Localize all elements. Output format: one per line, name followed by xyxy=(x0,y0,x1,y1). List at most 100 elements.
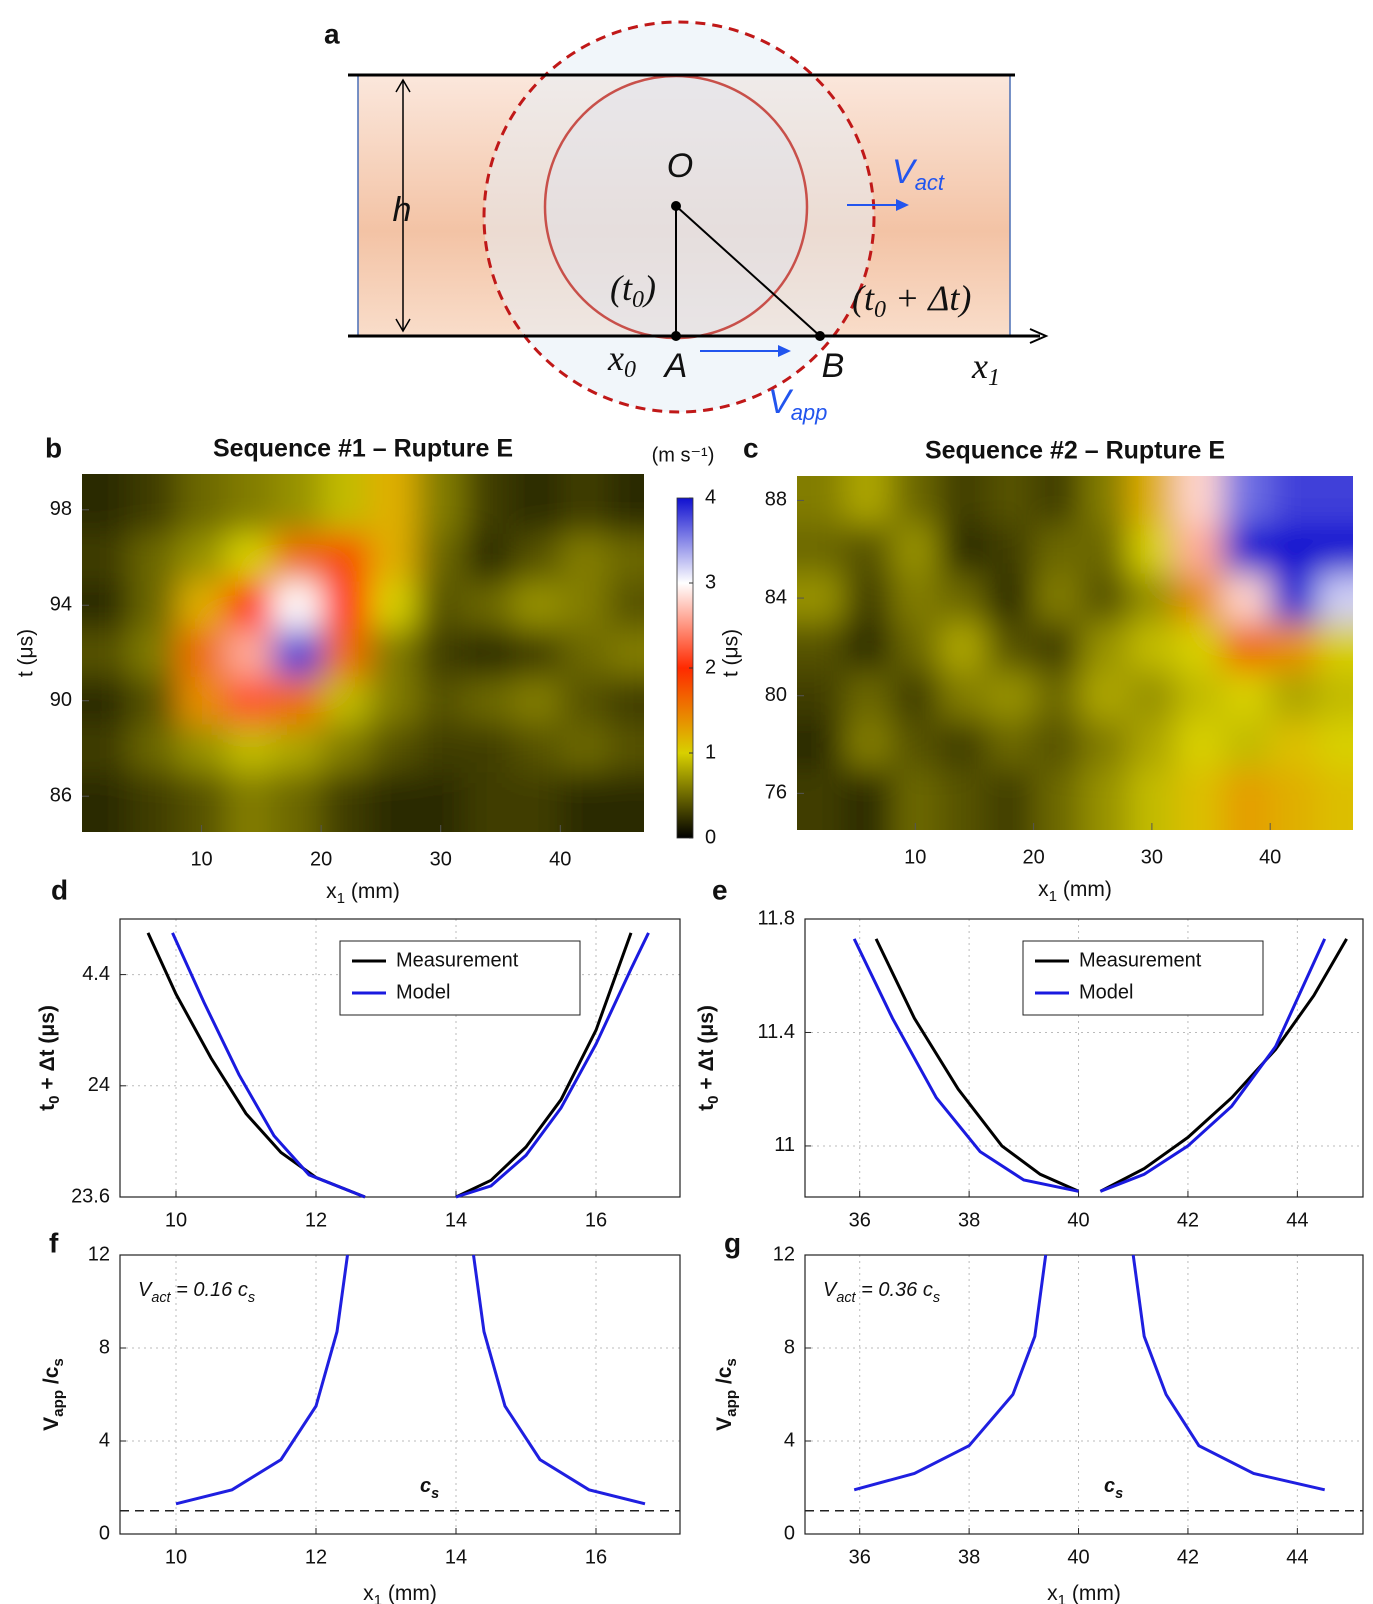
heat-cell xyxy=(416,676,466,726)
label-part: (mm) xyxy=(1057,878,1112,901)
heat-cell xyxy=(512,581,561,630)
x-tick-label: 30 xyxy=(430,848,452,870)
label-part: 1 xyxy=(988,365,1000,391)
x-tick-label: 10 xyxy=(165,1209,187,1231)
v-act-label: Vact xyxy=(892,153,945,195)
y-axis-label: t (μs) xyxy=(720,629,743,677)
legend-label: Measurement xyxy=(1079,949,1202,971)
panel-0: b Sequence #1 – Rupture E10 20 30 4086909498… xyxy=(15,432,717,907)
heat-cell xyxy=(1317,768,1353,830)
label-part: t xyxy=(36,1104,59,1111)
heat-cell xyxy=(368,581,418,630)
heat-cell xyxy=(608,474,644,535)
heatmap xyxy=(797,476,1353,830)
y-tick-label: 23.6 xyxy=(71,1185,110,1207)
heat-cell xyxy=(938,671,987,721)
heat-cell xyxy=(938,573,987,623)
heat-cell xyxy=(938,720,987,770)
heat-cell xyxy=(1270,768,1319,830)
heat-cell xyxy=(891,671,940,721)
heat-cell xyxy=(129,629,179,678)
label-part: + Δt) xyxy=(886,278,971,318)
series-line xyxy=(852,938,1327,1193)
y-tick-label: 11.8 xyxy=(758,907,795,929)
label-part: (t xyxy=(610,268,633,308)
heat-cell xyxy=(986,524,1035,575)
heat-cell xyxy=(368,629,418,678)
label-part: (t xyxy=(852,278,875,318)
label-part: V xyxy=(768,383,794,421)
heat-cell xyxy=(464,676,513,726)
heat-cell xyxy=(1080,476,1129,526)
x-axis-label: x1 (mm) xyxy=(363,1582,437,1604)
label-part: (mm) xyxy=(345,880,400,903)
heat-cell xyxy=(797,622,845,672)
y-tick-label: 76 xyxy=(765,782,787,804)
heat-cell xyxy=(797,768,845,830)
legend-label: Model xyxy=(396,981,450,1003)
panel-letter: e xyxy=(712,874,728,905)
x-tick-label: 10 xyxy=(165,1546,187,1568)
label-part: 0 xyxy=(632,287,644,313)
heat-cell xyxy=(129,581,179,630)
heat-cell xyxy=(464,474,513,535)
v-app-label: Vapp xyxy=(768,383,827,425)
y-tick-label: 94 xyxy=(50,594,72,616)
heat-cell xyxy=(986,476,1035,526)
heat-cell xyxy=(608,581,644,630)
heat-cell xyxy=(177,629,226,678)
colorbar-tick-label: 3 xyxy=(705,571,716,593)
y-tick-label: 98 xyxy=(50,498,72,520)
point-b xyxy=(815,331,825,341)
heatmap xyxy=(82,474,644,832)
heat-cell xyxy=(177,676,226,726)
x-tick-label: 38 xyxy=(958,1209,980,1231)
heat-cell xyxy=(416,533,466,582)
heat-cell xyxy=(321,533,370,582)
label-part: s xyxy=(1115,1486,1123,1502)
x-tick-label: 20 xyxy=(310,848,332,870)
t1-label: (t0 + Δt) xyxy=(852,278,971,322)
annotation: Vact = 0.36 cs xyxy=(823,1279,940,1306)
heat-cell xyxy=(321,676,370,726)
label-part: s xyxy=(933,1290,940,1306)
x-tick-label: 40 xyxy=(1259,846,1281,868)
heat-cell xyxy=(321,724,370,773)
heat-cell xyxy=(512,629,561,678)
heat-cell xyxy=(1222,476,1271,526)
heat-cell xyxy=(273,676,322,726)
heat-cell xyxy=(844,524,893,575)
y-tick-label: 11.4 xyxy=(758,1021,795,1043)
label-part: V xyxy=(713,1417,736,1431)
y-axis-label: t0 + Δt (μs) xyxy=(695,1005,722,1111)
heat-cell xyxy=(986,622,1035,672)
heat-cell xyxy=(938,622,987,672)
label-part: + Δt (μs) xyxy=(36,1005,59,1095)
heat-cell xyxy=(1270,524,1319,575)
heat-cell xyxy=(1317,476,1353,526)
x-axis-label: x1 (mm) xyxy=(326,880,400,907)
label-part: V xyxy=(823,1279,838,1301)
heat-cell xyxy=(225,474,274,535)
x0-label: x0 xyxy=(607,338,636,382)
y-tick-label: 86 xyxy=(50,784,72,806)
label-part: 1 xyxy=(374,1592,382,1604)
heat-cell xyxy=(1080,768,1129,830)
heat-cell xyxy=(608,724,644,773)
y-tick-label: 90 xyxy=(50,689,72,711)
heat-cell xyxy=(844,720,893,770)
heat-cell xyxy=(1317,573,1353,623)
x-tick-label: 16 xyxy=(585,1546,607,1568)
label-part: /c xyxy=(40,1366,63,1390)
t0-label: (t0) xyxy=(610,268,656,312)
label-part: x xyxy=(326,880,337,903)
heat-cell xyxy=(1222,573,1271,623)
point-b-label: B xyxy=(822,347,845,385)
point-a-label: A xyxy=(663,347,688,385)
chart-title: Sequence #2 – Rupture E xyxy=(925,437,1225,465)
label-part: V xyxy=(40,1417,63,1431)
heat-cell xyxy=(177,474,226,535)
